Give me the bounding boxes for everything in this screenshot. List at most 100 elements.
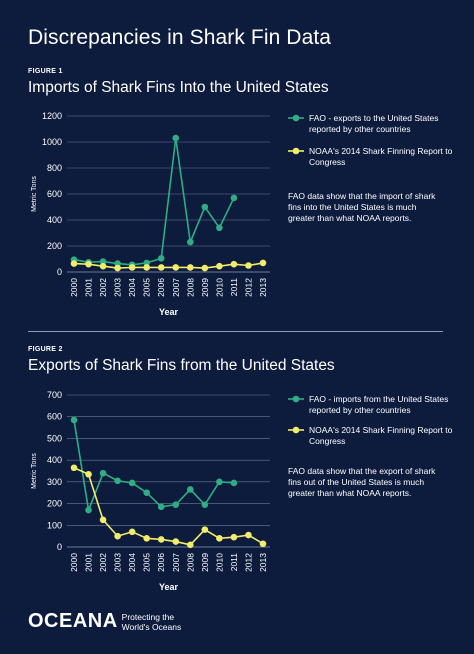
y-tick-label: 800 — [47, 163, 62, 173]
x-tick-label: 2013 — [258, 553, 268, 572]
data-point — [201, 203, 209, 211]
x-tick-label: 2013 — [258, 278, 268, 297]
tagline-line-1: Protecting the — [121, 612, 175, 622]
legend-label-1: reported by other countries — [309, 124, 411, 134]
data-point — [70, 260, 78, 267]
figure-2-label: FIGURE 2 — [28, 346, 63, 353]
x-tick-label: 2002 — [98, 553, 108, 572]
data-point — [230, 260, 238, 268]
y-tick-label: 500 — [47, 433, 62, 443]
x-tick-label: 2008 — [185, 553, 195, 572]
legend-label-1: FAO - imports from the United States — [309, 394, 448, 404]
x-axis-label: Year — [159, 582, 179, 592]
x-tick-label: 2004 — [127, 553, 137, 572]
data-point — [70, 416, 78, 424]
data-point — [114, 477, 121, 485]
y-tick-label: 300 — [47, 477, 62, 487]
legend-label-2: Congress — [309, 436, 345, 446]
data-point — [216, 535, 223, 542]
data-point — [201, 501, 209, 508]
data-point — [259, 540, 267, 548]
x-tick-label: 2005 — [142, 553, 152, 572]
x-tick-label: 2002 — [98, 278, 108, 297]
data-point — [230, 479, 238, 487]
x-tick-label: 2007 — [171, 278, 181, 297]
data-point — [99, 469, 107, 477]
legend-label-2: NOAA's 2014 Shark Finning Report to — [309, 425, 453, 435]
data-point — [114, 532, 121, 540]
data-point — [128, 528, 136, 536]
y-tick-label: 200 — [47, 499, 62, 509]
data-point — [143, 259, 150, 267]
y-tick-label: 100 — [47, 520, 62, 530]
chart-note: fins into the United States is much — [288, 202, 417, 212]
figure-1-title: Imports of Shark Fins Into the United St… — [28, 79, 329, 96]
x-tick-label: 2009 — [200, 278, 210, 297]
data-point — [172, 264, 180, 271]
data-point — [99, 258, 107, 265]
figure-2-title: Exports of Shark Fins from the United St… — [28, 357, 335, 374]
x-tick-label: 2008 — [185, 278, 195, 297]
legend-label-1: reported by other countries — [309, 405, 411, 415]
data-point — [245, 262, 252, 269]
data-point — [157, 503, 165, 511]
x-tick-label: 2003 — [113, 553, 123, 572]
chart-note: fins out of the United States is much — [288, 477, 424, 487]
x-tick-label: 2000 — [69, 553, 79, 572]
y-tick-label: 400 — [47, 215, 62, 225]
section-divider — [28, 331, 443, 332]
x-tick-label: 2010 — [214, 553, 224, 572]
tagline: Protecting the World's Oceans — [122, 612, 182, 632]
y-axis-label: Metric Tons — [31, 453, 38, 489]
x-tick-label: 2011 — [229, 278, 239, 297]
data-point — [230, 533, 238, 541]
x-tick-label: 2012 — [243, 553, 253, 572]
data-point — [128, 264, 136, 271]
chart-1: 0 200 400 600 800 1000 1200 Metric Tons 2000 2001… — [31, 111, 453, 317]
x-tick-label: 2006 — [156, 278, 166, 297]
x-axis-label: Year — [159, 307, 179, 317]
legend-label-1: FAO - exports to the United States — [309, 113, 438, 123]
x-tick-label: 2007 — [171, 553, 181, 572]
data-point — [99, 262, 107, 270]
data-point — [230, 194, 238, 202]
chart-note: greater than what NOAA reports. — [288, 488, 411, 498]
y-axis-label: Metric Tons — [31, 176, 38, 212]
chart-note: FAO data show that the export of shark — [288, 466, 436, 476]
x-tick-label: 2001 — [84, 278, 94, 297]
data-point — [245, 531, 252, 539]
data-point — [114, 264, 121, 272]
data-point — [187, 486, 194, 493]
y-tick-label: 0 — [57, 542, 62, 552]
chart-note: greater than what NOAA reports. — [288, 213, 411, 223]
legend-marker-1 — [292, 395, 300, 403]
x-tick-label: 2010 — [214, 278, 224, 297]
data-point — [187, 541, 194, 549]
y-tick-label: 700 — [47, 390, 62, 400]
x-tick-label: 2012 — [243, 278, 253, 297]
x-tick-label: 2000 — [69, 278, 79, 297]
x-tick-label: 2001 — [84, 553, 94, 572]
legend-marker-2 — [292, 426, 300, 434]
data-point — [259, 259, 267, 267]
y-tick-label: 400 — [47, 455, 62, 465]
legend-marker-2 — [292, 147, 300, 155]
x-tick-label: 2004 — [127, 278, 137, 297]
data-point — [172, 134, 180, 142]
legend-label-2: Congress — [309, 157, 345, 167]
page-title: Discrepancies in Shark Fin Data — [28, 26, 332, 49]
data-point — [187, 238, 194, 246]
data-point — [172, 501, 180, 508]
y-tick-label: 600 — [47, 412, 62, 422]
data-point — [216, 262, 223, 270]
footer: OCEANA Protecting the World's Oceans — [28, 610, 181, 633]
x-tick-label: 2011 — [229, 553, 239, 572]
x-tick-label: 2009 — [200, 553, 210, 572]
data-point — [143, 264, 150, 271]
y-tick-label: 0 — [57, 267, 62, 277]
data-point — [157, 264, 165, 271]
data-point — [157, 536, 165, 543]
data-point — [114, 260, 121, 267]
figure-1-label: FIGURE 1 — [28, 68, 63, 75]
data-point — [70, 464, 78, 472]
